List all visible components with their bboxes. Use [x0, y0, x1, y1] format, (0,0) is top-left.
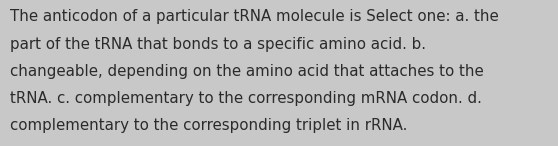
Text: complementary to the corresponding triplet in rRNA.: complementary to the corresponding tripl… [10, 118, 407, 133]
Text: tRNA. c. complementary to the corresponding mRNA codon. d.: tRNA. c. complementary to the correspond… [10, 91, 482, 106]
Text: part of the tRNA that bonds to a specific amino acid. b.: part of the tRNA that bonds to a specifi… [10, 36, 426, 52]
Text: changeable, depending on the amino acid that attaches to the: changeable, depending on the amino acid … [10, 64, 484, 79]
Text: The anticodon of a particular tRNA molecule is Select one: a. the: The anticodon of a particular tRNA molec… [10, 9, 499, 25]
